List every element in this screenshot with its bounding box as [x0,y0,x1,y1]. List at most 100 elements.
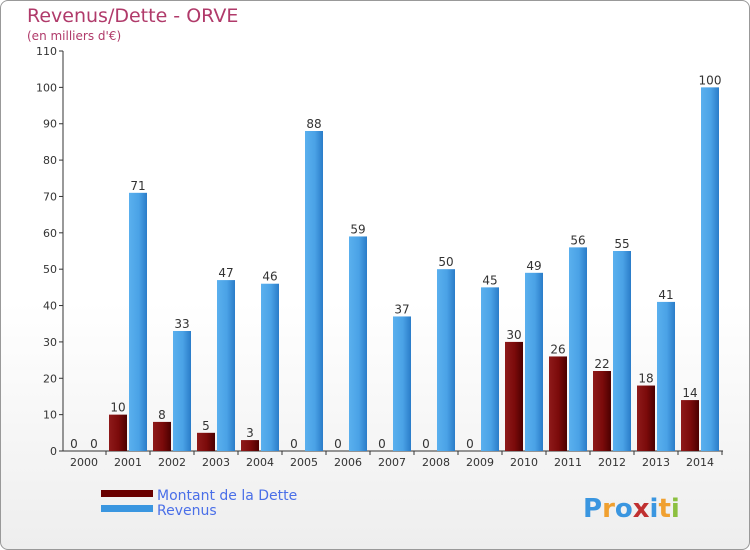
data-label-dette: 5 [202,419,210,433]
y-tick-label: 20 [43,372,57,385]
data-label-revenus: 55 [614,237,629,251]
x-tick-label: 2009 [466,456,494,469]
bar-dette [197,432,215,451]
bar-revenus [525,272,543,451]
bar-revenus [305,131,323,451]
bar-revenus [657,301,675,451]
logo-letter: o [615,494,633,524]
bar-revenus [261,283,279,451]
data-label-revenus: 45 [482,273,497,287]
x-tick-label: 2012 [598,456,626,469]
legend: Montant de la Dette Revenus [101,488,297,519]
logo-letter: P [583,494,602,524]
chart-subtitle: (en milliers d'€) [27,29,122,43]
data-label-revenus: 47 [218,266,233,280]
data-label-dette: 3 [246,426,254,440]
logo-letter: i [650,494,659,524]
bar-dette [637,385,655,451]
legend-swatch-revenus [101,505,153,512]
data-label-revenus: 71 [130,179,145,193]
bars [109,87,719,451]
y-tick-label: 80 [43,154,57,167]
y-tick-label: 10 [43,409,57,422]
bar-revenus [481,287,499,451]
x-tick-label: 2003 [202,456,230,469]
data-label-dette: 0 [378,437,386,451]
bar-dette [241,440,259,451]
data-label-dette: 0 [334,437,342,451]
bar-revenus [569,247,587,451]
bar-revenus [393,316,411,451]
x-tick-label: 2013 [642,456,670,469]
x-tick-label: 2004 [246,456,274,469]
logo-letter: i [671,494,680,524]
logo-letter: x [633,494,650,524]
x-tick-label: 2000 [70,456,98,469]
data-label-dette: 8 [158,408,166,422]
y-tick-label: 100 [36,81,57,94]
bar-revenus [613,251,631,451]
data-label-dette: 0 [70,437,78,451]
x-tick-label: 2014 [686,456,714,469]
y-tick-label: 90 [43,118,57,131]
data-label-revenus: 49 [526,259,541,273]
bar-revenus [701,87,719,451]
y-tick-label: 70 [43,190,57,203]
bar-revenus [217,280,235,451]
logo-text: Proxiti [583,494,680,524]
bar-revenus [349,236,367,451]
y-tick-label: 110 [36,45,57,58]
data-label-dette: 0 [466,437,474,451]
data-label-revenus: 37 [394,302,409,316]
bar-revenus [129,192,147,451]
data-label-revenus: 88 [306,117,321,131]
legend-swatch-debt [101,490,153,497]
data-label-dette: 0 [422,437,430,451]
bar-dette [681,400,699,451]
y-tick-label: 0 [50,445,57,458]
value-labels: 0 010718335473460880590370500453049265622… [70,73,721,451]
data-label-revenus: 0 [90,437,98,451]
y-tick-label: 30 [43,336,57,349]
data-label-revenus: 56 [570,233,585,247]
data-label-revenus: 41 [658,288,673,302]
data-label-dette: 0 [290,437,298,451]
bar-dette [593,371,611,451]
data-label-revenus: 50 [438,255,453,269]
x-tick-label: 2006 [334,456,362,469]
x-tick-label: 2001 [114,456,142,469]
proxiti-logo: Proxiti [583,494,680,524]
data-label-revenus: 46 [262,270,277,284]
y-tick-label: 50 [43,263,57,276]
x-tick-label: 2010 [510,456,538,469]
legend-label-debt: Montant de la Dette [157,488,297,504]
data-label-revenus: 100 [699,73,722,87]
chart-title: Revenus/Dette - ORVE [27,5,239,27]
x-tick-label: 2011 [554,456,582,469]
legend-label-revenus: Revenus [157,503,217,519]
x-tick-label: 2008 [422,456,450,469]
logo-letter: r [602,494,615,524]
x-ticks: 2000 2001 2002 2003 2004 2005 2006 2007 2008 2009… [70,451,723,469]
x-tick-label: 2005 [290,456,318,469]
logo-letter: t [658,494,670,524]
bar-revenus [437,269,455,451]
data-label-dette: 26 [550,342,565,356]
y-tick-label: 60 [43,227,57,240]
data-label-revenus: 33 [174,317,189,331]
y-ticks: 0 10 20 30 40 50 60 70 80 90 100 110 [36,45,63,458]
data-label-revenus: 59 [350,222,365,236]
bar-dette [109,414,127,451]
data-label-dette: 14 [682,386,697,400]
bar-dette [505,341,523,451]
x-tick-label: 2007 [378,456,406,469]
data-label-dette: 18 [638,372,653,386]
x-tick-label: 2002 [158,456,186,469]
bar-revenus [173,331,191,451]
data-label-dette: 10 [110,401,125,415]
bar-dette [153,421,171,451]
y-tick-label: 40 [43,300,57,313]
data-label-dette: 22 [594,357,609,371]
